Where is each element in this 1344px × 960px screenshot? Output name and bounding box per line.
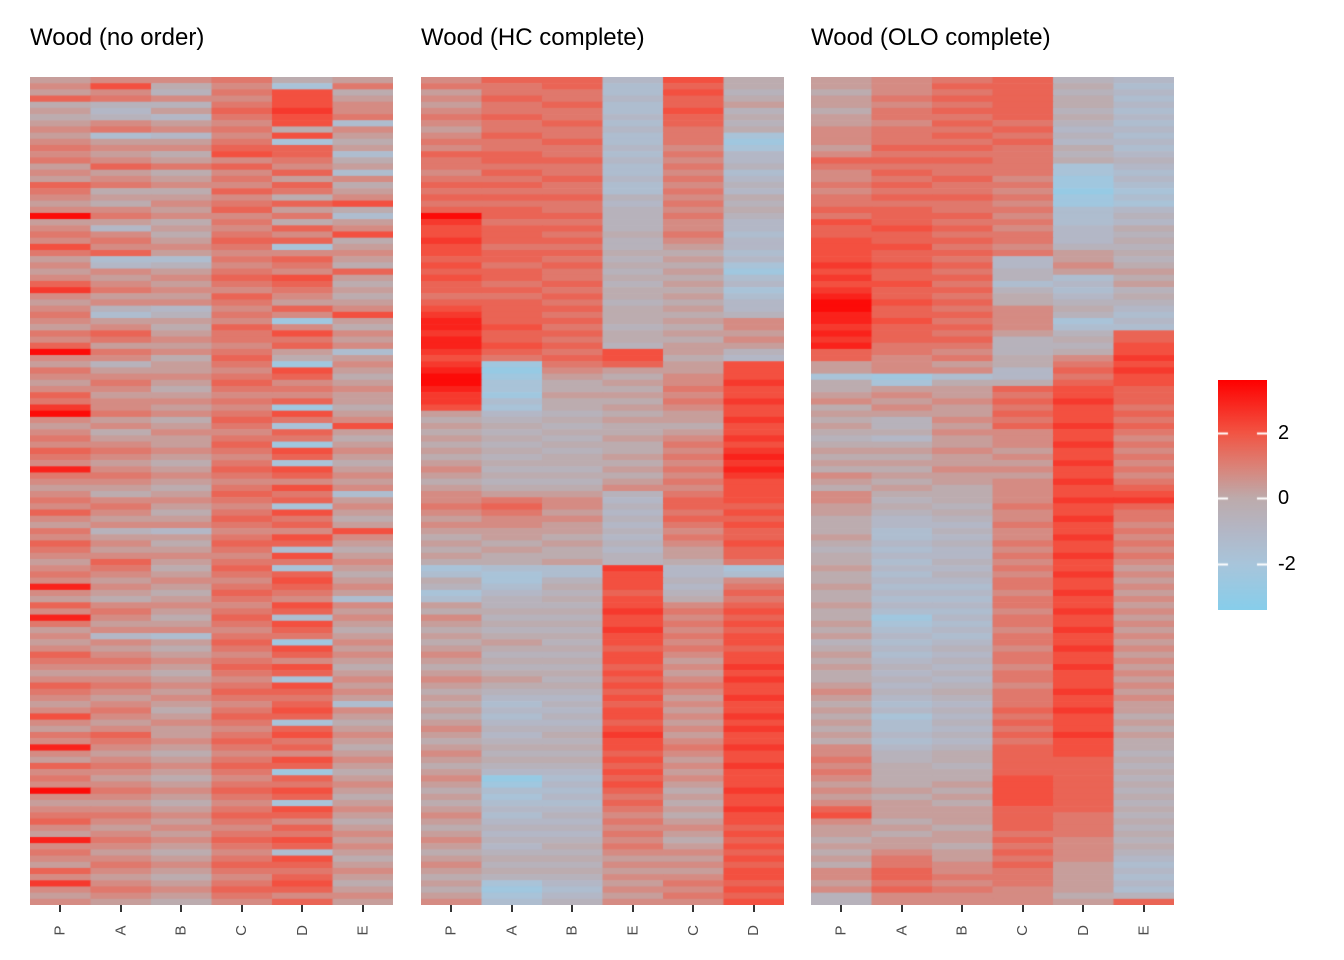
- legend-tick-label: 0: [1278, 487, 1290, 510]
- x-tick: [450, 905, 453, 912]
- x-axis-label: E: [624, 924, 642, 936]
- heatmap-olo-complete: [811, 77, 1174, 905]
- x-axis-ticks: [421, 905, 784, 912]
- x-axis-label: E: [1135, 924, 1153, 936]
- x-axis-label: C: [1014, 924, 1032, 936]
- x-axis-label: A: [893, 924, 911, 936]
- panel-title-olo-complete: Wood (OLO complete): [811, 24, 1051, 51]
- x-tick: [631, 905, 634, 912]
- x-axis-label: B: [172, 924, 190, 936]
- x-axis-labels-hc-complete: P A B E C D: [421, 916, 784, 944]
- x-axis-label: P: [832, 924, 850, 936]
- x-axis-label: B: [563, 924, 581, 936]
- x-axis-ticks: [811, 905, 1174, 912]
- x-axis-label: C: [684, 924, 702, 936]
- x-axis-label: D: [293, 924, 311, 936]
- heatmap-hc-complete: [421, 77, 784, 905]
- heatmap-no-order: [30, 77, 393, 905]
- x-tick: [240, 905, 243, 912]
- x-tick: [119, 905, 122, 912]
- x-axis-label: E: [354, 924, 372, 936]
- x-axis-labels-no-order: P A B C D E: [30, 916, 393, 944]
- legend-tick-label: 2: [1278, 421, 1290, 444]
- x-tick: [510, 905, 513, 912]
- x-axis-labels-olo-complete: P A B C D E: [811, 916, 1174, 944]
- x-axis-label: C: [233, 924, 251, 936]
- panel-title-no-order: Wood (no order): [30, 24, 205, 51]
- x-tick: [571, 905, 574, 912]
- x-tick: [59, 905, 62, 912]
- x-axis-label: A: [112, 924, 130, 936]
- x-tick: [961, 905, 964, 912]
- x-tick: [840, 905, 843, 912]
- x-tick: [1021, 905, 1024, 912]
- x-tick: [301, 905, 304, 912]
- legend-colorbar: [1218, 380, 1267, 610]
- x-axis-label: D: [1074, 924, 1092, 936]
- x-axis-label: A: [503, 924, 521, 936]
- x-axis-label: D: [745, 924, 763, 936]
- x-tick: [180, 905, 183, 912]
- legend-tick-label: -2: [1278, 553, 1296, 575]
- x-axis-ticks: [30, 905, 393, 912]
- x-axis-label: P: [51, 924, 69, 936]
- x-tick: [1142, 905, 1145, 912]
- panel-title-hc-complete: Wood (HC complete): [421, 24, 645, 51]
- x-tick: [752, 905, 755, 912]
- x-axis-label: P: [442, 924, 460, 936]
- x-tick: [900, 905, 903, 912]
- x-tick: [361, 905, 364, 912]
- x-tick: [692, 905, 695, 912]
- x-axis-label: B: [953, 924, 971, 936]
- x-tick: [1082, 905, 1085, 912]
